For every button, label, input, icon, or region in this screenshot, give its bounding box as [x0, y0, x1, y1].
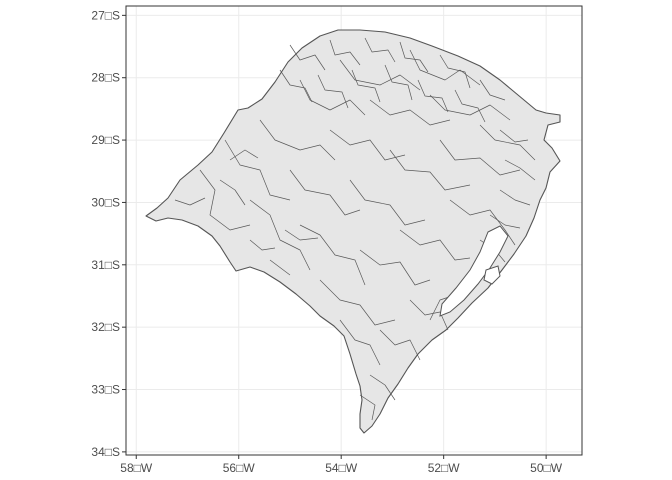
municipality-boundary	[339, 294, 456, 421]
y-tick-label: 33□S	[91, 383, 120, 397]
municipality-boundary	[299, 124, 536, 286]
y-tick-label: 27□S	[91, 8, 120, 22]
lagoa-dos-patos	[439, 225, 509, 317]
x-tick-label: 50□W	[530, 461, 563, 475]
municipality-boundary	[279, 64, 486, 123]
x-tick-label: 54□W	[325, 461, 358, 475]
municipality-boundaries	[174, 37, 536, 421]
rio-grande-do-sul-map	[145, 29, 561, 434]
municipality-boundary	[269, 199, 516, 326]
state-outline	[145, 29, 561, 434]
y-tick-label: 30□S	[91, 195, 120, 209]
municipality-boundary	[199, 49, 481, 231]
y-tick-label: 31□S	[91, 258, 120, 272]
lagoa-mirim	[483, 265, 501, 285]
y-axis: 27□S 28□S 29□S 30□S 31□S 32□S 33□S 34□S	[91, 8, 126, 459]
municipality-boundary	[249, 94, 511, 271]
municipality-boundary	[289, 37, 506, 101]
axes: 58□W 56□W 54□W 52□W 50□W 27□S 28□S 29□S 30□S 31□…	[91, 8, 562, 475]
y-tick-label: 28□S	[91, 71, 120, 85]
municipality-boundary	[174, 149, 319, 251]
x-tick-label: 58□W	[120, 461, 153, 475]
y-tick-label: 29□S	[91, 133, 120, 147]
x-tick-label: 56□W	[223, 461, 256, 475]
x-axis: 58□W 56□W 54□W 52□W 50□W	[120, 455, 563, 475]
panel-border	[125, 5, 583, 456]
municipality-boundary	[479, 129, 536, 263]
x-tick-label: 52□W	[428, 461, 461, 475]
y-tick-label: 34□S	[91, 445, 120, 459]
y-tick-label: 32□S	[91, 320, 120, 334]
